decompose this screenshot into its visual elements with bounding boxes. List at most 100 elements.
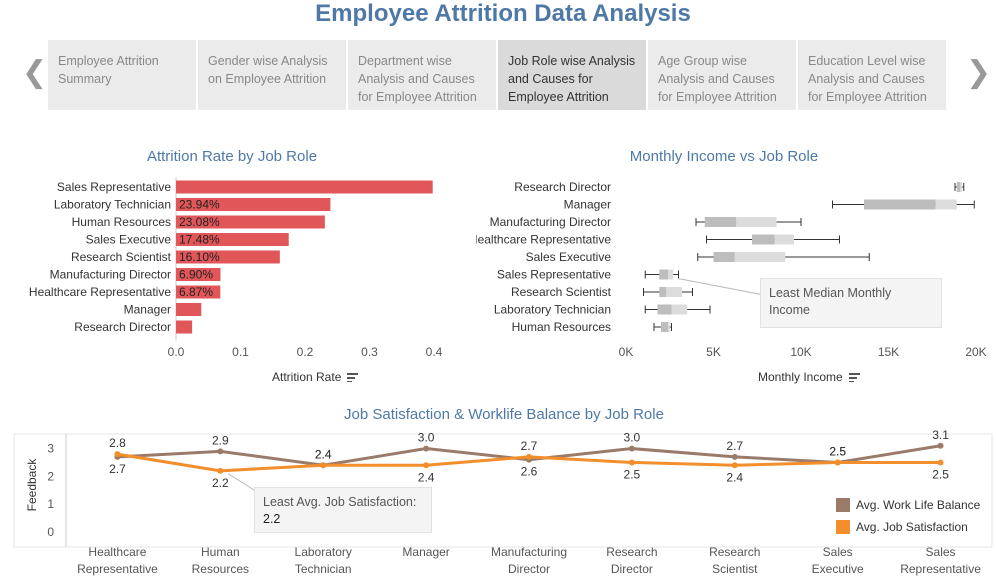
data-label: 2.7 [521, 439, 538, 453]
x-category-label: Research [606, 545, 657, 559]
tab-attrition-summary[interactable]: Employee Attrition Summary [48, 40, 196, 110]
data-point [937, 459, 944, 466]
data-point [114, 451, 121, 458]
x-category-label: Representative [77, 562, 158, 576]
tab-job-role-analysis[interactable]: Job Role wise Analysis and Causes for Em… [498, 40, 646, 110]
bar [176, 233, 289, 246]
box-upper [668, 322, 670, 332]
data-point [731, 453, 738, 460]
legend-work-life[interactable]: Avg. Work Life Balance [836, 494, 980, 516]
box-upper [774, 234, 794, 245]
bar [176, 180, 433, 194]
x-category-label: Representative [900, 562, 981, 576]
y-axis-title: Feedback [25, 458, 39, 512]
y-tick-label: 0 [47, 525, 54, 539]
income-callout: Least Median Monthly Income [760, 278, 942, 328]
x-category-label: Sales [823, 545, 853, 559]
category-label: Human Resources [512, 320, 611, 334]
attrition-bar-chart: Sales Representative Laboratory Technicia… [29, 177, 443, 359]
data-label: 6.87% [179, 285, 213, 299]
box-lower [704, 217, 737, 227]
data-label: 2.9 [212, 433, 229, 447]
category-label: Research Scientist [511, 285, 612, 299]
data-point [423, 445, 430, 452]
data-point [731, 462, 738, 469]
category-label: Manufacturing Director [490, 215, 611, 229]
data-label: 2.7 [109, 462, 126, 476]
data-label: 23.94% [179, 198, 220, 212]
x-category-label: Research [709, 545, 760, 559]
box-lower [657, 304, 672, 315]
legend: Avg. Work Life Balance Avg. Job Satisfac… [836, 494, 980, 538]
attrition-axis-title[interactable]: Attrition Rate [272, 370, 359, 384]
category-label: Healthcare Representative [29, 285, 171, 299]
data-point [628, 445, 635, 452]
category-label: Laboratory Technician [494, 303, 611, 317]
data-point [217, 467, 224, 474]
callout-connector [677, 278, 765, 296]
box-lower [713, 252, 735, 262]
category-label: Manager [564, 198, 611, 212]
bar [176, 268, 221, 281]
x-tick-label: 0.2 [297, 345, 314, 359]
chart-frame [13, 433, 993, 548]
data-point [320, 462, 327, 469]
x-category-label: Healthcare [88, 545, 146, 559]
data-label: 2.7 [726, 439, 743, 453]
x-tick-label: 10K [790, 345, 811, 359]
tab-gender-analysis[interactable]: Gender wise Analysis on Employee Attriti… [198, 40, 346, 110]
box-upper [736, 217, 777, 227]
attrition-chart-title: Attrition Rate by Job Role [146, 148, 318, 165]
data-label: 23.08% [179, 215, 220, 229]
x-tick-label: 20K [965, 345, 986, 359]
y-tick-label: 3 [47, 442, 54, 456]
data-point [628, 459, 635, 466]
x-tick-label: 5K [706, 345, 721, 359]
x-category-label: Scientist [712, 562, 758, 576]
tab-department-analysis[interactable]: Department wise Analysis and Causes for … [348, 40, 496, 110]
x-category-label: Manager [402, 545, 449, 559]
data-label: 2.8 [109, 436, 126, 450]
income-chart-title: Monthly Income vs Job Role [629, 148, 819, 165]
tab-strip: Employee Attrition Summary Gender wise A… [48, 40, 946, 110]
data-point [937, 442, 944, 449]
sort-icon[interactable] [848, 371, 860, 384]
satisfaction-callout: Least Avg. Job Satisfaction: 2.2 [254, 487, 432, 533]
x-category-label: Resources [192, 562, 249, 576]
category-label: Research Scientist [71, 250, 172, 264]
x-category-label: Director [611, 562, 653, 576]
tab-education-analysis[interactable]: Education Level wise Analysis and Causes… [798, 40, 946, 110]
bar [176, 320, 193, 334]
box-upper [734, 252, 786, 262]
category-label: Research Director [514, 180, 611, 194]
feedback-line-chart: Feedback 0 1 2 3 2.7 2.9 2.4 3.0 2.6 3.0 2.7 2.5 3.1 2… [13, 428, 993, 576]
box-upper [960, 182, 962, 192]
legend-job-satisfaction[interactable]: Avg. Job Satisfaction [836, 516, 980, 538]
box-upper [671, 304, 688, 315]
x-tick-label: 0.4 [426, 345, 443, 359]
data-label: 2.4 [418, 470, 435, 484]
income-axis-title[interactable]: Monthly Income [758, 370, 860, 384]
chevron-right-icon[interactable]: ❯ [966, 56, 992, 89]
category-label: Healthcare Representative [476, 233, 611, 247]
box-lower [956, 182, 961, 192]
tab-age-group-analysis[interactable]: Age Group wise Analysis and Causes for E… [648, 40, 796, 110]
box-upper [935, 199, 957, 210]
box-lower [752, 234, 775, 245]
bar [176, 198, 331, 211]
x-category-label: Human [201, 545, 240, 559]
chevron-left-icon[interactable]: ❮ [22, 56, 48, 89]
category-label: Human Resources [72, 215, 171, 229]
box-lower [661, 322, 668, 332]
data-point [526, 453, 532, 460]
box-upper [666, 287, 682, 297]
data-label: 2.5 [829, 444, 846, 458]
bar [176, 215, 325, 229]
data-label: 2.4 [726, 470, 743, 484]
sort-icon[interactable] [347, 371, 359, 384]
data-label: 2.5 [932, 467, 949, 481]
x-category-label: Sales [926, 545, 956, 559]
data-point [423, 462, 430, 469]
data-point [217, 448, 224, 455]
data-label: 3.0 [418, 431, 435, 445]
